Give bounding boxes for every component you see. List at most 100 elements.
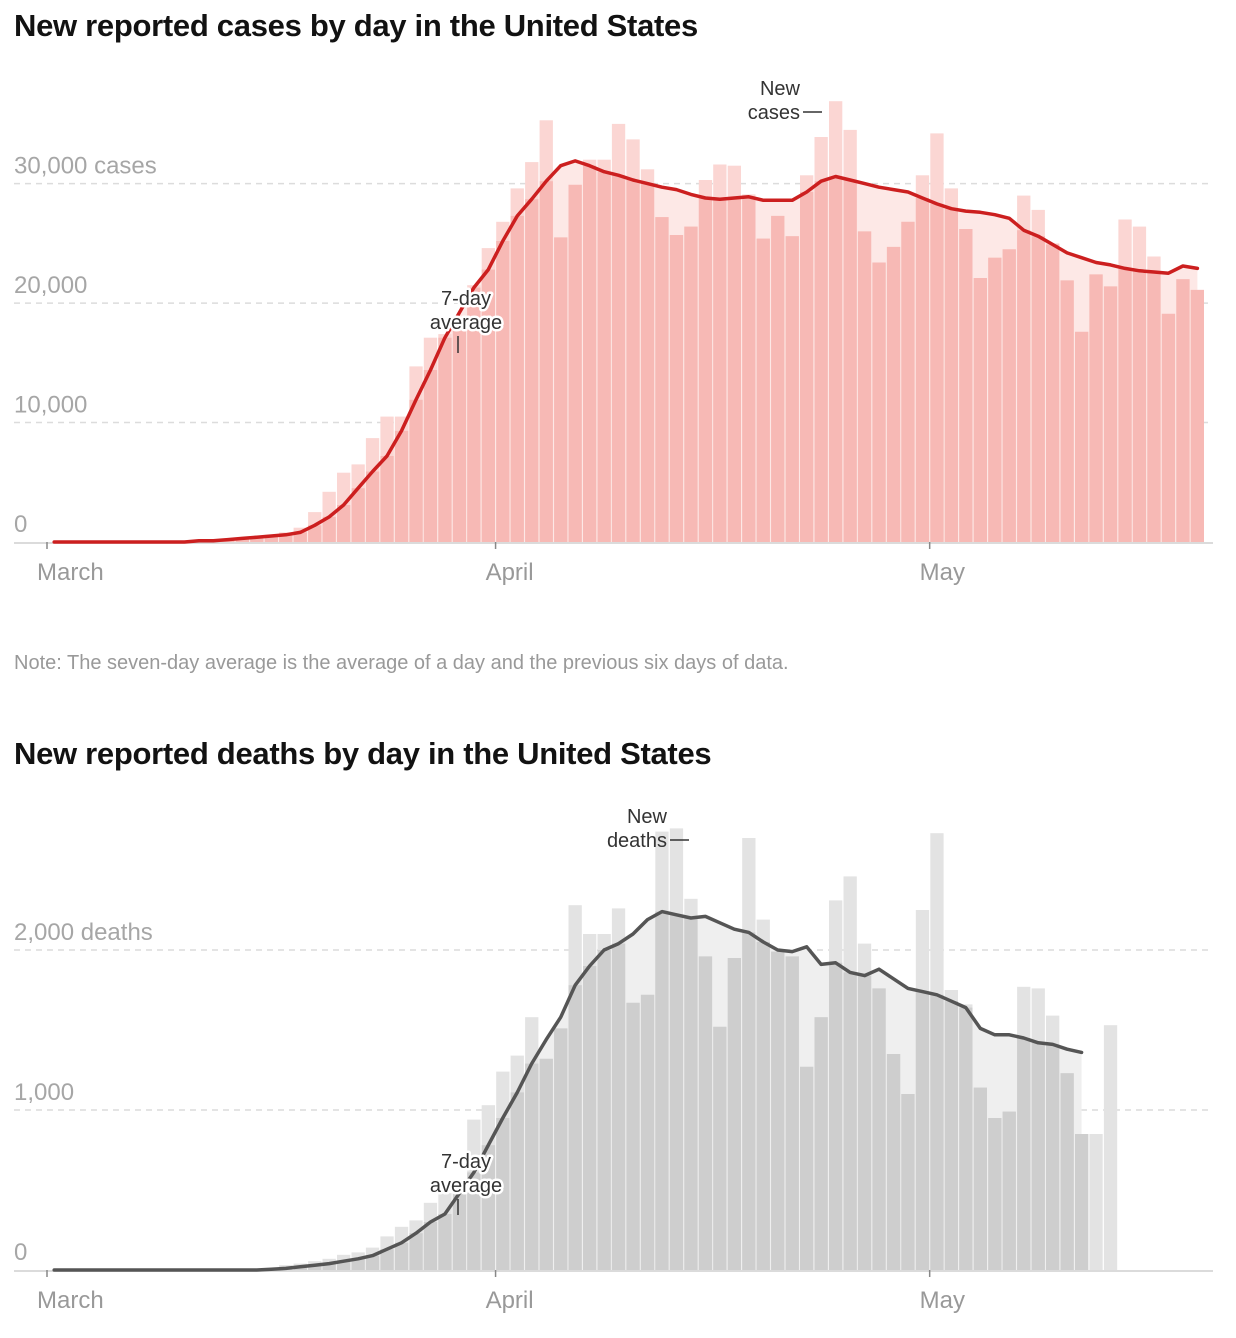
bar [626,139,640,542]
bar [843,129,857,542]
bar [481,248,495,542]
bar [1002,249,1016,543]
bar [568,184,582,543]
x-tick-label: March [37,1287,104,1314]
bar [901,1094,915,1270]
bar [394,416,409,542]
bar [742,194,756,543]
bar [727,958,741,1270]
bar [872,262,886,542]
bar [611,123,626,543]
y-tick-label: 0 [14,511,27,538]
bar [1190,289,1204,542]
bar [684,226,698,542]
bar [554,237,568,542]
bar [1147,256,1161,542]
deaths-chart-title: New reported deaths by day in the United… [14,736,712,771]
bar [1031,209,1045,542]
bar [1046,243,1060,542]
bar [756,238,770,542]
y-tick-label: 10,000 [14,392,87,419]
bar [1103,1025,1118,1270]
bar [250,537,264,542]
bar [554,1028,568,1270]
bar [568,905,582,1270]
bar [1060,280,1074,542]
bar [438,1193,452,1270]
bar [814,1017,828,1270]
deaths-chart: 0 1,000 2,000 deaths March April May Newdeaths… [14,806,1213,1314]
bar [800,175,814,543]
bar [380,1236,394,1270]
bar [771,951,785,1270]
bar [655,217,669,542]
bar [829,101,843,542]
bar [843,876,857,1270]
bar [800,1066,814,1270]
bar [1017,195,1031,542]
bar [365,438,380,542]
average-line [52,159,1200,544]
bar [756,919,770,1270]
x-tick-label: May [920,1287,965,1314]
bar [930,133,944,542]
bar [337,472,351,542]
bar [973,1087,987,1270]
bar [467,285,481,542]
bar [771,215,785,542]
bar [235,538,249,542]
bar [365,1247,380,1270]
x-tick-label: May [920,559,965,586]
bar [857,943,872,1270]
bar-annotation: New [760,78,801,100]
bar [1046,1015,1060,1270]
x-tick-label: March [37,559,104,586]
bar [640,994,655,1270]
x-tick-label: April [486,1287,534,1314]
bar [481,1105,495,1270]
bar [1002,1111,1016,1270]
bar [973,278,987,542]
bar [930,833,944,1270]
bar [1118,219,1132,542]
bar [669,828,684,1270]
bar [423,1202,438,1270]
bar [525,162,539,542]
bar [597,159,611,542]
bar [901,221,915,543]
bar [1017,986,1031,1270]
bar [640,169,655,543]
bar [583,934,597,1270]
bar [857,231,872,542]
bar [351,464,365,542]
bar [264,534,278,542]
x-tick-label: April [486,559,534,586]
average-annotation: 7-day [441,1151,491,1173]
bar [539,120,553,543]
bar [510,1055,524,1270]
bar [698,956,713,1270]
bar [829,900,843,1270]
y-tick-label: 0 [14,1239,27,1266]
bar [452,1180,467,1270]
bar [394,1226,409,1270]
bar [496,221,510,543]
average-line [52,909,1084,1272]
cases-chart-title: New reported cases by day in the United … [14,8,698,43]
bar [944,188,958,542]
bar [611,908,626,1270]
bar [988,257,1002,542]
bar [1176,279,1190,542]
bar [467,1119,481,1270]
bar [1089,274,1103,542]
bar [583,159,597,542]
bar [698,180,713,542]
y-tick-label: 20,000 [14,272,87,299]
average-annotation: average [430,1175,502,1197]
y-tick-label: 2,000 deaths [14,919,153,946]
bar [1132,226,1147,542]
bar [525,1017,539,1270]
bar [713,164,727,542]
bar [814,137,828,542]
bar [886,246,901,542]
